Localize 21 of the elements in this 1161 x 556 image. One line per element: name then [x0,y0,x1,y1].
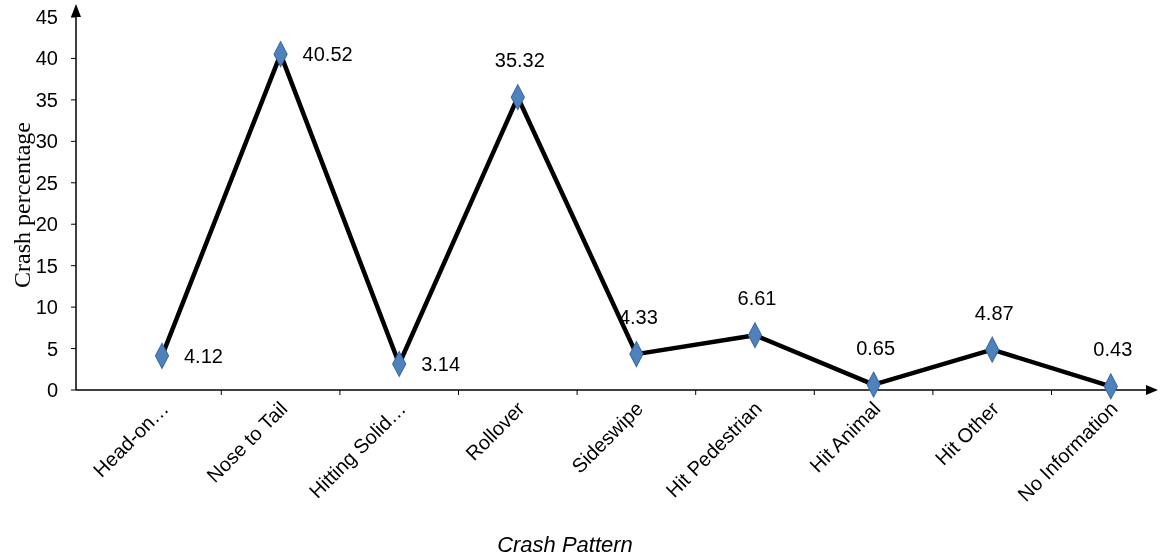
x-axis-title: Crash Pattern [497,532,633,556]
data-label: 6.61 [737,287,777,310]
y-tick-label: 20 [35,213,58,236]
y-tick-label: 0 [46,379,58,401]
data-label: 0.65 [856,336,896,359]
y-tick-label: 5 [46,337,58,360]
y-axis-title: Crash percentage [9,122,35,288]
data-label: 40.52 [302,43,353,66]
data-label: 3.14 [421,352,461,375]
data-label: 4.33 [618,306,658,329]
y-tick-label: 30 [35,130,58,153]
y-tick-label: 10 [35,296,58,319]
data-label: 4.12 [184,344,223,367]
data-label: 0.43 [1093,338,1133,361]
data-label: 4.87 [974,301,1014,324]
y-tick-label: 40 [35,47,58,70]
data-label: 35.32 [494,49,545,72]
y-tick-label: 15 [35,254,58,277]
y-tick-label: 25 [35,171,58,194]
y-tick-label: 45 [35,6,58,28]
y-tick-label: 35 [35,88,58,111]
